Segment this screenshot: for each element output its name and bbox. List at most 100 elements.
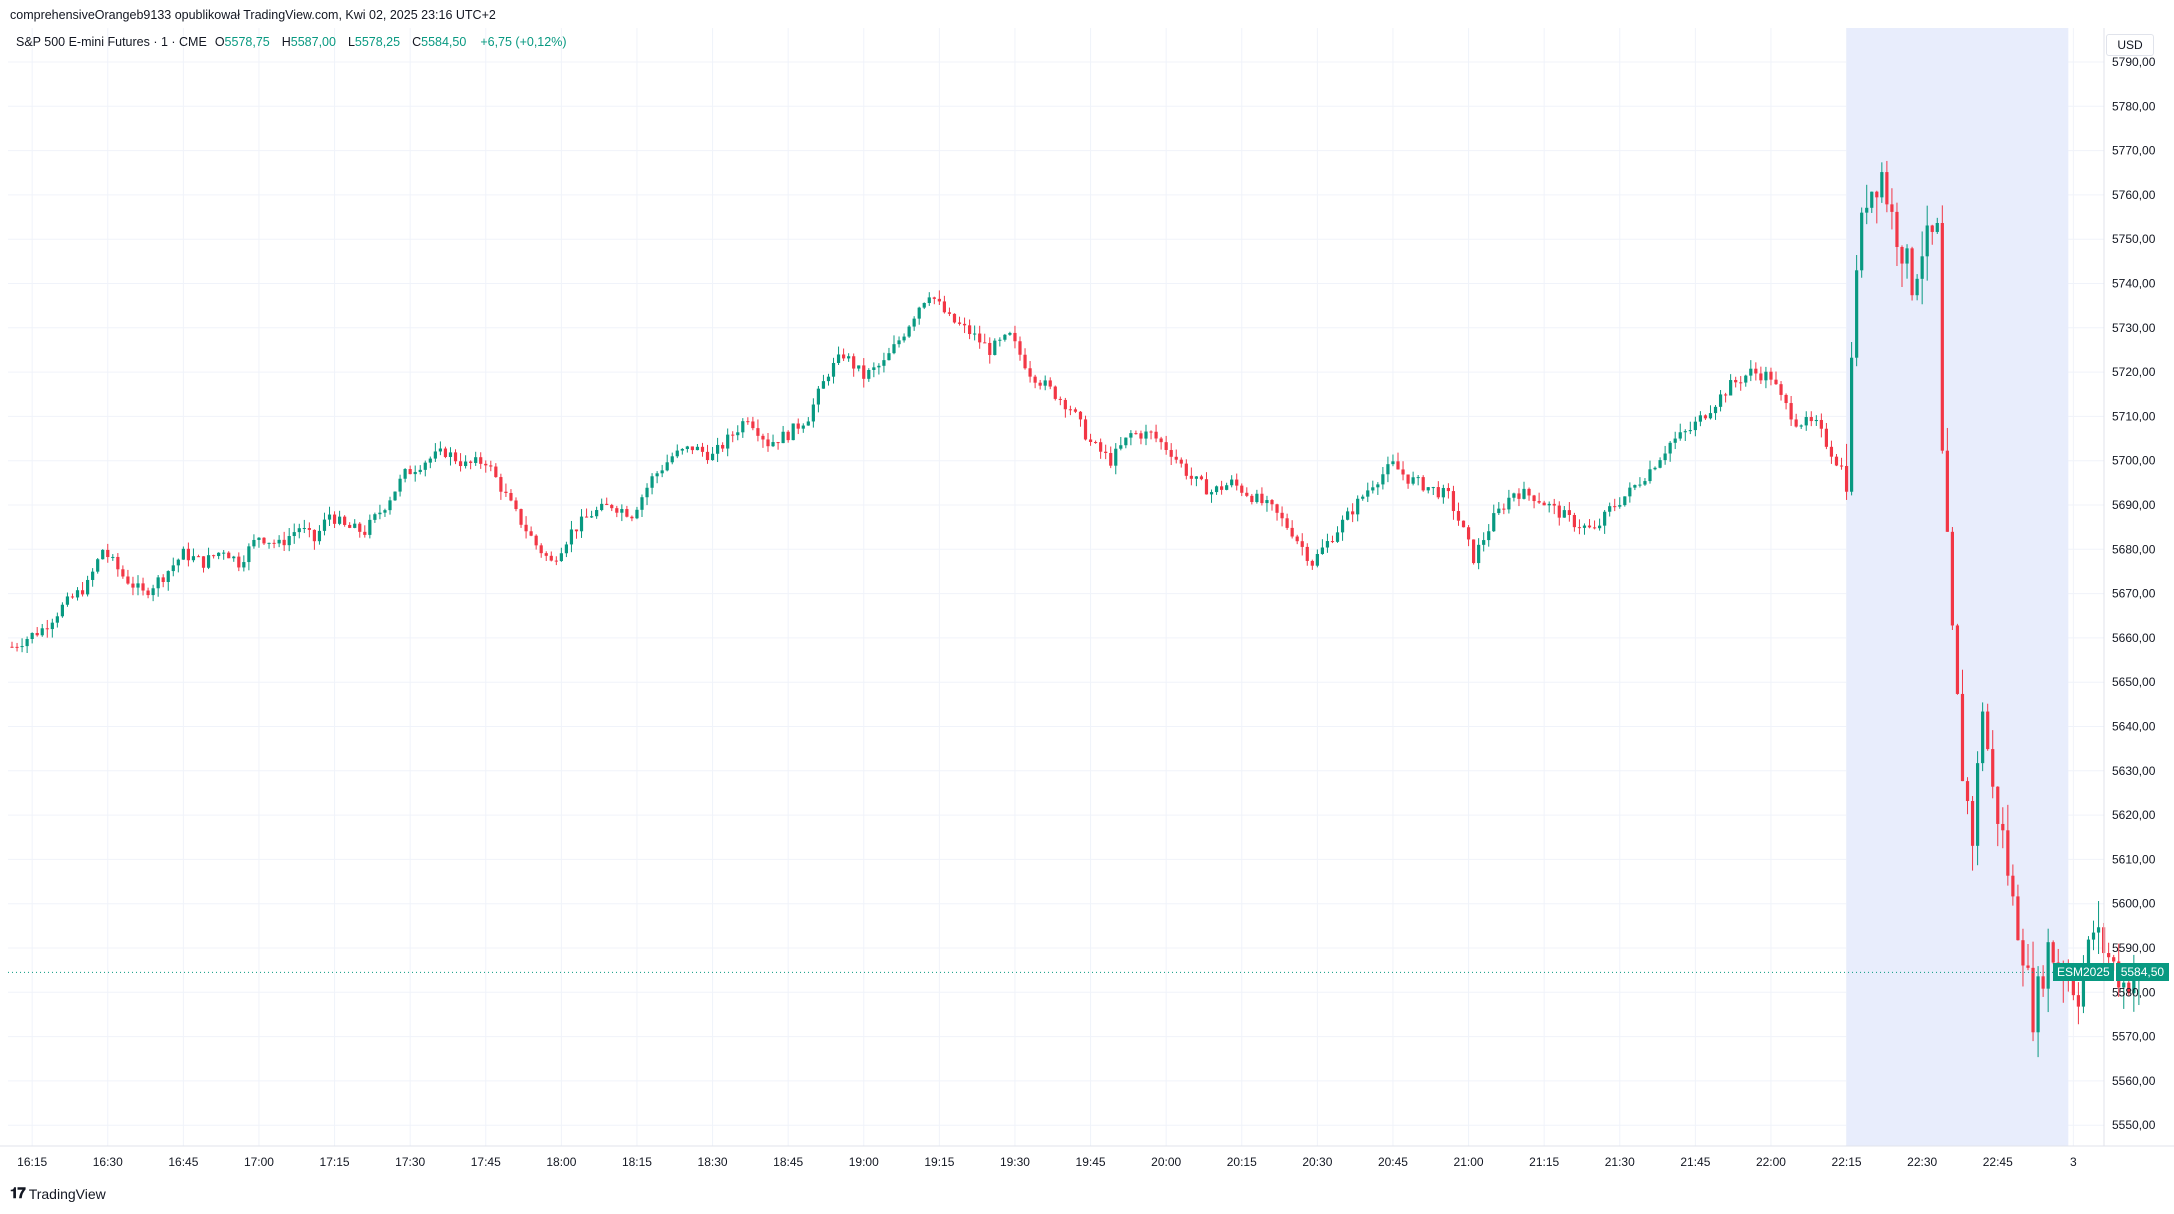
candle-body: [252, 539, 256, 547]
candle: [1678, 423, 1682, 441]
candle-body: [978, 333, 982, 343]
candle: [1658, 457, 1662, 469]
candle: [267, 542, 271, 549]
candle: [857, 365, 861, 372]
candle-body: [1280, 512, 1284, 519]
candle: [338, 510, 342, 526]
candle: [957, 316, 962, 326]
candle: [438, 441, 442, 456]
candle-body: [206, 555, 211, 568]
candle: [86, 575, 90, 597]
candle: [630, 515, 634, 522]
candle-body: [60, 604, 64, 617]
y-tick-label: 5710,00: [2112, 409, 2156, 423]
candle: [1981, 702, 1985, 772]
candle-body: [307, 528, 311, 530]
candle-body: [25, 639, 29, 647]
candle-body: [1164, 442, 1168, 450]
x-tick-label: 17:45: [471, 1155, 501, 1169]
candle: [942, 295, 946, 314]
candle: [222, 550, 226, 560]
candle: [912, 316, 916, 331]
tradingview-logo[interactable]: 𝟏𝟕 TradingView: [10, 1185, 106, 1202]
candle-body: [2011, 875, 2015, 897]
candle: [1986, 703, 1990, 751]
candle-body: [670, 456, 674, 463]
candle-body: [781, 431, 785, 444]
candle-body: [1073, 409, 1078, 412]
candle-body: [1905, 248, 1909, 264]
x-tick-label: 17:30: [395, 1155, 425, 1169]
candle-body: [1910, 248, 1914, 296]
candle: [1729, 374, 1733, 396]
y-tick-label: 5610,00: [2112, 852, 2156, 866]
candle-body: [1371, 487, 1375, 491]
low-value: 5578,25: [354, 35, 401, 49]
candle-body: [1940, 222, 1944, 451]
candle-body: [847, 356, 851, 359]
candle-body: [700, 446, 705, 452]
candle-body: [50, 622, 54, 630]
candle: [1965, 777, 1970, 815]
candle: [262, 537, 266, 546]
candle: [126, 569, 130, 585]
candle-body: [1930, 225, 1934, 232]
candle-body: [947, 312, 952, 314]
y-tick-label: 5750,00: [2112, 232, 2156, 246]
candle: [907, 325, 911, 338]
y-tick-label: 5790,00: [2112, 55, 2156, 69]
candle: [201, 556, 206, 573]
candle-body: [1391, 461, 1395, 465]
candle-body: [343, 516, 347, 525]
candle: [1154, 424, 1158, 443]
candle-body: [1532, 495, 1536, 502]
instrument-name[interactable]: S&P 500 E-mini Futures · 1 · CME: [16, 35, 207, 49]
candle-body: [111, 556, 115, 558]
candle: [847, 353, 851, 362]
candle-body: [1225, 485, 1229, 490]
candle: [983, 333, 987, 344]
candle: [1976, 751, 1980, 866]
candle-body: [1880, 172, 1884, 198]
y-tick-label: 5690,00: [2112, 498, 2156, 512]
candle: [1905, 244, 1909, 279]
x-tick-label: 18:00: [546, 1155, 576, 1169]
candle: [1814, 415, 1818, 426]
currency-button[interactable]: USD: [2106, 34, 2154, 56]
candle: [695, 444, 700, 451]
x-tick-label: 22:30: [1907, 1155, 1937, 1169]
candle: [1824, 422, 1828, 450]
candle-body: [1628, 487, 1632, 497]
candle-body: [1431, 487, 1435, 489]
candle-body: [1310, 560, 1314, 566]
candle: [464, 455, 468, 469]
candle: [443, 446, 448, 459]
candle: [1598, 518, 1602, 531]
candle: [25, 636, 29, 654]
candle-body: [1668, 442, 1672, 454]
x-tick-label: 21:45: [1680, 1155, 1710, 1169]
candle-body: [1381, 474, 1385, 485]
candle-body: [1033, 376, 1037, 383]
candle-body: [826, 376, 831, 382]
candle-body: [1809, 417, 1813, 422]
candle: [1235, 473, 1239, 491]
candle: [433, 443, 437, 462]
candle: [111, 554, 115, 561]
candle: [418, 465, 422, 475]
candle-body: [453, 452, 458, 462]
candle-body: [1144, 431, 1148, 439]
candle-body: [1875, 191, 1879, 198]
candle: [1734, 376, 1738, 388]
candle: [564, 541, 568, 558]
candle-body: [716, 444, 720, 454]
candle: [1774, 371, 1778, 385]
candle: [403, 468, 407, 483]
candle: [1330, 535, 1335, 544]
candle-body: [126, 576, 130, 584]
y-tick-label: 5730,00: [2112, 321, 2156, 335]
candle-body: [1315, 554, 1319, 566]
y-tick-label: 5650,00: [2112, 675, 2156, 689]
